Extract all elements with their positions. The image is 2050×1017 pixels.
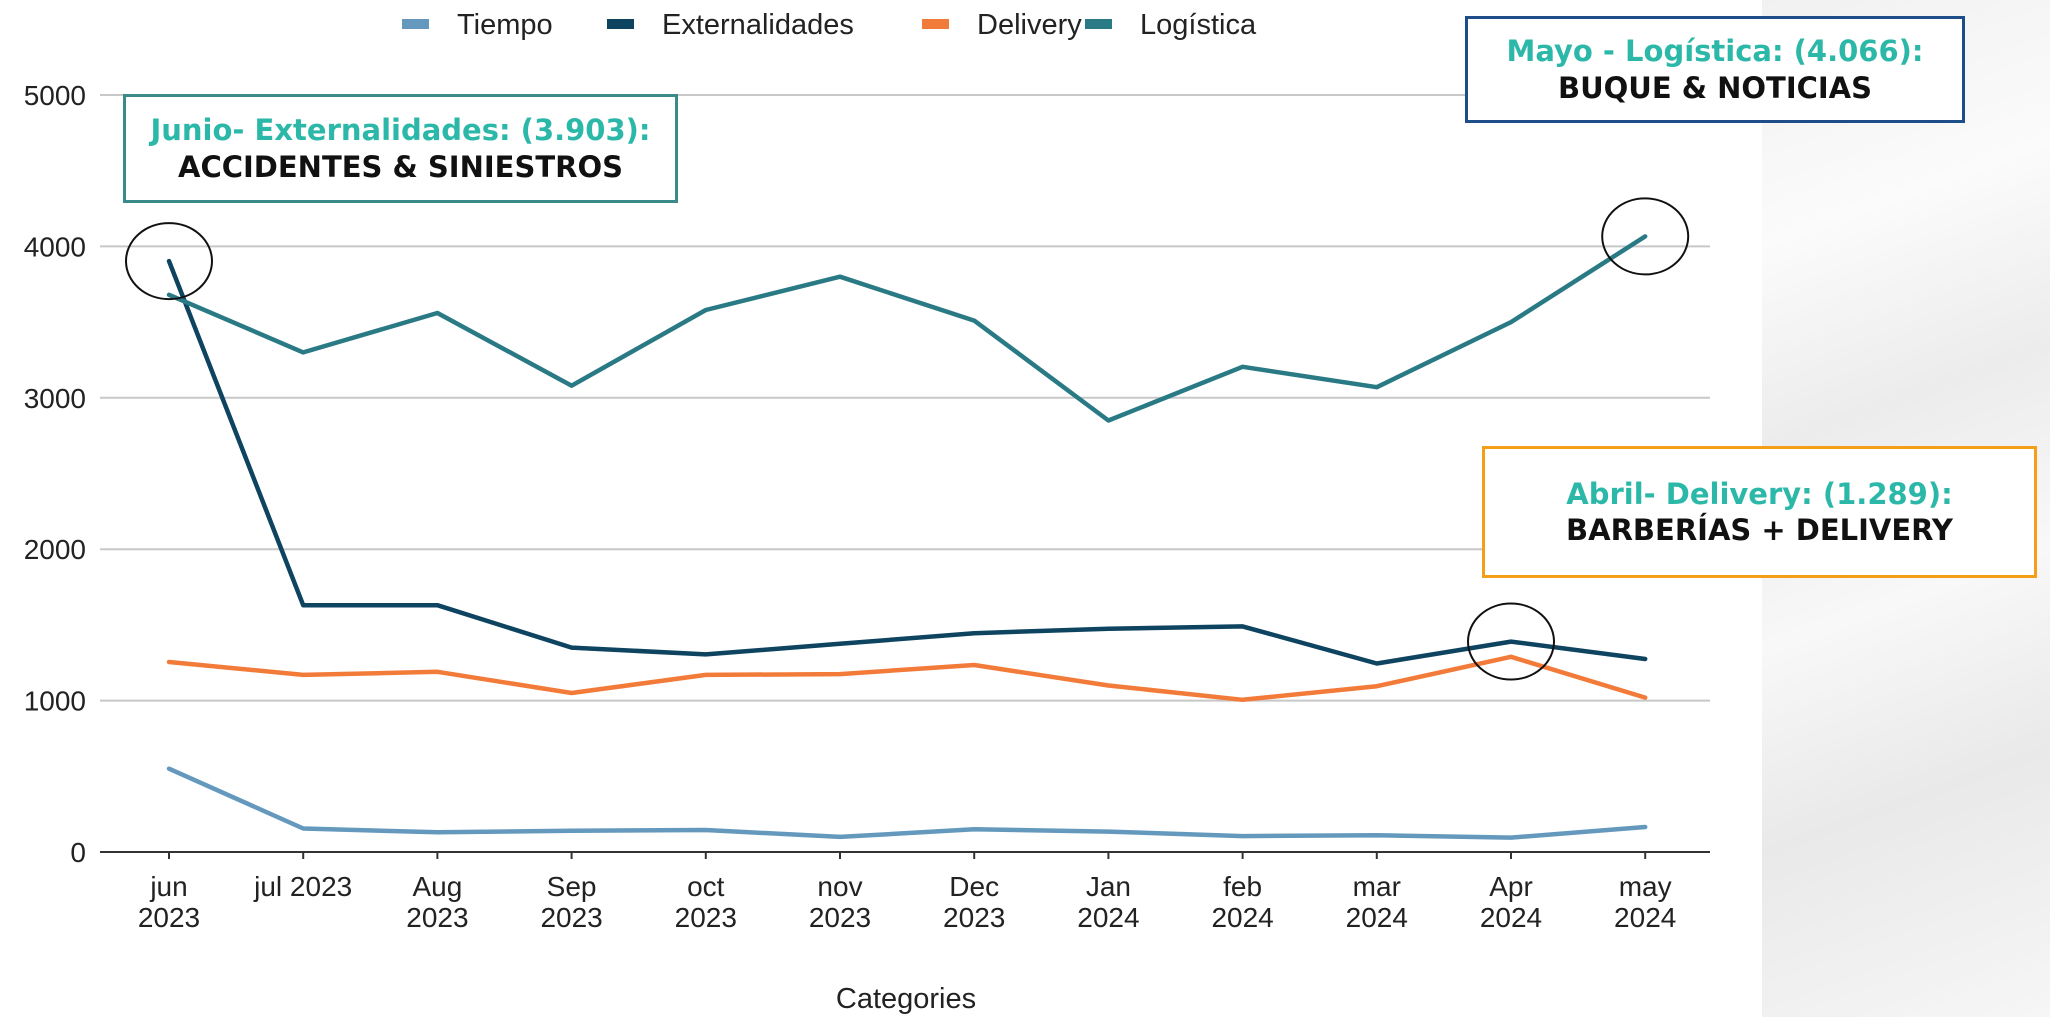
x-tick-label: mar 2024 xyxy=(1346,871,1408,933)
series-line-delivery xyxy=(166,654,1648,703)
legend-label: Tiempo xyxy=(457,9,553,41)
x-tick-label: nov 2023 xyxy=(809,871,871,933)
highlight-circle xyxy=(1601,197,1690,276)
annotation-abril-headline: Abril- Delivery: (1.289): xyxy=(1566,476,1953,511)
series-line-tiempo xyxy=(166,766,1648,840)
x-tick-label: oct 2023 xyxy=(675,871,737,933)
legend-label: Externalidades xyxy=(662,9,854,41)
x-tick-label: Apr 2024 xyxy=(1480,871,1542,933)
annotation-junio-headline: Junio- Externalidades: (3.903): xyxy=(150,113,651,148)
annotation-abril: Abril- Delivery: (1.289): BARBERÍAS + DE… xyxy=(1482,446,2037,578)
annotation-mayo-detail: BUQUE & NOTICIAS xyxy=(1557,70,1873,105)
x-tick-label: jul 2023 xyxy=(253,871,352,902)
y-tick-label: 3000 xyxy=(24,383,86,414)
legend: Tiempo Externalidades Delivery Logística xyxy=(402,9,1257,41)
series-line-logistica xyxy=(166,234,1648,423)
x-tick-label: jun 2023 xyxy=(138,871,200,933)
y-tick-label: 1000 xyxy=(24,686,86,717)
axes: 0 1000 2000 3000 4000 5000 jun 2023 jul 2023 Aug 2… xyxy=(24,80,1710,933)
highlight-circle xyxy=(1467,602,1555,681)
series-line-externalidades xyxy=(166,258,1648,666)
legend-label: Logística xyxy=(1140,9,1257,41)
x-tick-label: Aug 2023 xyxy=(406,871,468,933)
y-tick-label: 5000 xyxy=(24,80,86,111)
gridlines xyxy=(100,94,1710,702)
highlight-circles xyxy=(125,197,1690,681)
legend-swatch xyxy=(922,19,949,29)
x-tick-label: Jan 2024 xyxy=(1077,871,1139,933)
series-lines xyxy=(166,234,1648,840)
y-tick-label: 0 xyxy=(70,837,86,868)
annotation-junio-detail: ACCIDENTES & SINIESTROS xyxy=(178,149,623,184)
highlight-circle xyxy=(125,222,213,301)
x-tick-label: may 2024 xyxy=(1614,871,1676,933)
annotation-mayo: Mayo - Logística: (4.066): BUQUE & NOTIC… xyxy=(1465,16,1965,123)
legend-label: Delivery xyxy=(977,9,1082,41)
x-tick-label: feb 2024 xyxy=(1211,871,1273,933)
legend-swatch xyxy=(607,19,634,29)
x-tick-label: Sep 2023 xyxy=(540,871,602,933)
x-axis-title: Categories xyxy=(836,983,976,1015)
annotation-mayo-headline: Mayo - Logística: (4.066): xyxy=(1506,34,1924,69)
x-tick-label: Dec 2023 xyxy=(943,871,1005,933)
legend-swatch xyxy=(1085,19,1112,29)
y-tick-label: 4000 xyxy=(24,231,86,262)
annotation-junio: Junio- Externalidades: (3.903): ACCIDENT… xyxy=(123,94,678,203)
annotation-abril-detail: BARBERÍAS + DELIVERY xyxy=(1566,513,1953,547)
legend-swatch xyxy=(402,19,429,29)
y-tick-label: 2000 xyxy=(24,534,86,565)
